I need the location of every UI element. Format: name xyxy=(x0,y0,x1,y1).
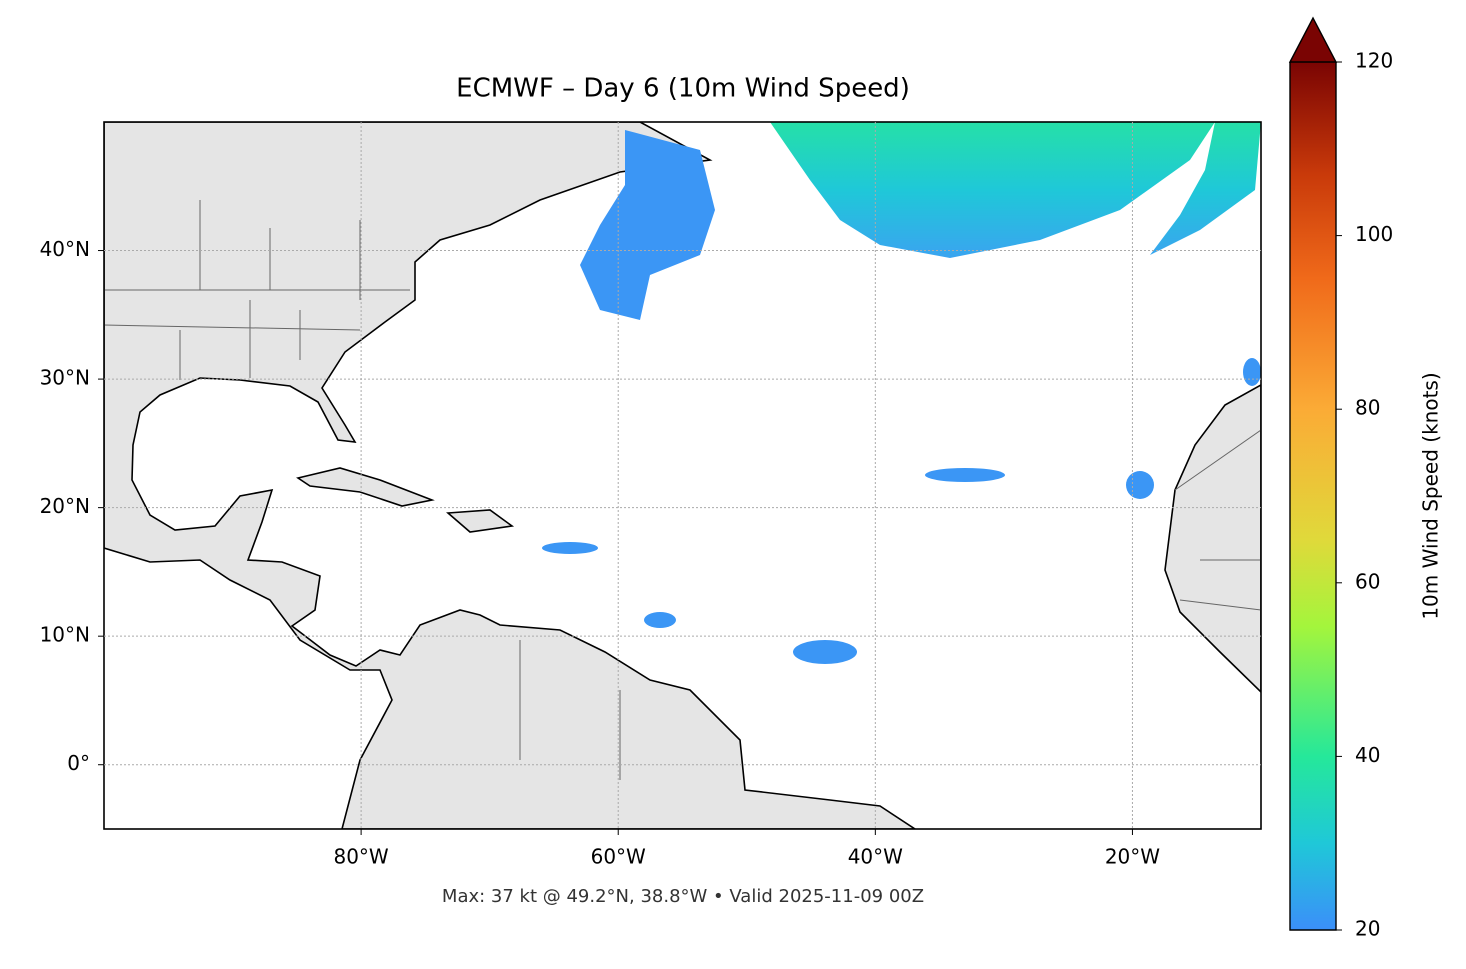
lat-tick-label: 30°N xyxy=(40,366,90,390)
colorbar-label: 10m Wind Speed (knots) xyxy=(1419,372,1443,619)
colorbar xyxy=(1290,62,1336,930)
lat-tick-label: 20°N xyxy=(40,494,90,518)
wind-newfoundland xyxy=(580,130,715,320)
lat-tick-label: 0° xyxy=(67,751,90,775)
borders xyxy=(104,200,1261,780)
wind-north xyxy=(770,122,1261,258)
colorbar-tick-label: 20 xyxy=(1355,917,1380,941)
colorbar-tick-label: 100 xyxy=(1355,222,1393,246)
africa xyxy=(1164,384,1261,694)
wind-patch xyxy=(542,542,598,554)
title: ECMWF – Day 6 (10m Wind Speed) xyxy=(456,74,910,104)
cuba xyxy=(296,467,435,507)
map-frame xyxy=(103,121,1262,830)
lon-tick-label: 40°W xyxy=(848,845,903,869)
wind-patch xyxy=(644,612,676,628)
colorbar-tick-label: 120 xyxy=(1355,49,1393,73)
colorbar-extend xyxy=(1288,16,1338,63)
lon-tick-label: 60°W xyxy=(591,845,646,869)
colorbar-tick-label: 40 xyxy=(1355,743,1380,767)
hispaniola xyxy=(446,509,515,533)
lat-tick-label: 40°N xyxy=(40,237,90,261)
north-america xyxy=(104,122,917,829)
colorbar-tick-label: 80 xyxy=(1355,396,1380,420)
lat-tick-label: 10°N xyxy=(40,623,90,647)
lon-tick-label: 80°W xyxy=(333,845,388,869)
wind-patch xyxy=(1126,471,1154,499)
map xyxy=(104,122,1261,829)
wind-patch xyxy=(793,640,857,664)
footer: Max: 37 kt @ 49.2°N, 38.8°W • Valid 2025… xyxy=(442,886,924,907)
colorbar-frame xyxy=(1289,62,1337,931)
wind-patch xyxy=(1243,358,1261,386)
wind-patch xyxy=(925,468,1005,482)
lon-tick-label: 20°W xyxy=(1105,845,1160,869)
colorbar-tick-label: 60 xyxy=(1355,569,1380,593)
